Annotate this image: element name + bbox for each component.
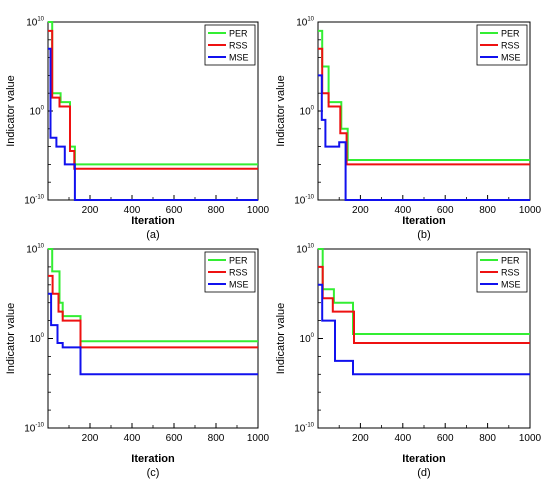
legend-label-mse: MSE — [229, 53, 249, 63]
chart-panel-b: 10-10 100 1010 200 400 600 800 1000 PER RSS MSE Ind… — [275, 17, 542, 242]
y-tick-label: 1010 — [296, 244, 314, 256]
legend-label-per: PER — [501, 29, 520, 39]
panel-label: (b) — [417, 229, 430, 241]
x-axis-title: Iteration — [131, 215, 175, 227]
series-line-rss — [48, 274, 258, 349]
series-line-rss — [318, 47, 530, 166]
panel-label: (d) — [417, 467, 430, 479]
y-axis-title: Indicator value — [5, 303, 17, 375]
y-tick-label: 1010 — [296, 17, 314, 29]
x-tick-label: 800 — [479, 205, 496, 216]
legend-label-rss: RSS — [229, 268, 248, 278]
legend-label-mse: MSE — [229, 280, 249, 290]
legend-label-rss: RSS — [229, 41, 248, 51]
x-axis-title: Iteration — [131, 453, 175, 465]
x-tick-label: 1000 — [247, 433, 270, 444]
panel-label: (a) — [146, 229, 159, 241]
y-tick-label: 1010 — [26, 244, 44, 256]
x-tick-label: 200 — [82, 205, 99, 216]
legend-label-per: PER — [229, 29, 248, 39]
legend: PER RSS MSE — [476, 251, 528, 293]
legend-label-per: PER — [229, 256, 248, 266]
y-tick-label: 10-10 — [294, 195, 314, 207]
legend: PER RSS MSE — [204, 251, 256, 293]
legend-label-per: PER — [501, 256, 520, 266]
x-tick-label: 1000 — [247, 205, 270, 216]
series-line-rss — [48, 29, 258, 170]
chart-panel-d: 10-10 100 1010 200 400 600 800 1000 PER RSS MSE Ind… — [275, 244, 542, 480]
y-tick-label: 100 — [300, 333, 315, 345]
legend-label-mse: MSE — [501, 280, 521, 290]
x-axis-title: Iteration — [402, 215, 446, 227]
y-tick-label: 100 — [300, 106, 315, 118]
series-line-mse — [48, 292, 258, 376]
y-tick-label: 100 — [30, 106, 45, 118]
x-axis-title: Iteration — [402, 453, 446, 465]
series-line-rss — [318, 265, 530, 344]
x-tick-label: 600 — [437, 205, 454, 216]
x-tick-label: 400 — [394, 433, 411, 444]
legend-label-mse: MSE — [501, 53, 521, 63]
x-tick-label: 600 — [437, 433, 454, 444]
chart-panel-c: 10-10 100 1010 200 400 600 800 1000 PER RSS MSE Ind… — [5, 244, 270, 480]
legend-label-rss: RSS — [501, 268, 520, 278]
y-tick-label: 10-10 — [24, 423, 44, 435]
legend: PER RSS MSE — [476, 24, 528, 66]
x-tick-label: 800 — [208, 433, 225, 444]
y-tick-label: 1010 — [26, 17, 44, 29]
y-tick-label: 10-10 — [294, 423, 314, 435]
x-tick-label: 400 — [124, 433, 141, 444]
y-axis-title: Indicator value — [275, 75, 287, 147]
x-tick-label: 800 — [208, 205, 225, 216]
y-axis-title: Indicator value — [275, 303, 287, 375]
x-tick-label: 200 — [352, 433, 369, 444]
series-line-mse — [318, 283, 530, 376]
series-line-mse — [318, 74, 530, 201]
x-tick-label: 1000 — [519, 433, 542, 444]
x-tick-label: 1000 — [519, 205, 542, 216]
x-tick-label: 400 — [394, 205, 411, 216]
legend: PER RSS MSE — [204, 24, 256, 66]
chart-panel-a: 10-10 100 1010 200 400 600 800 1000 PER RSS MSE Ind… — [5, 17, 270, 242]
series-line-mse — [48, 47, 258, 201]
y-tick-label: 100 — [30, 333, 45, 345]
y-tick-label: 10-10 — [24, 195, 44, 207]
x-tick-label: 200 — [82, 433, 99, 444]
x-tick-label: 600 — [166, 205, 183, 216]
legend-label-rss: RSS — [501, 41, 520, 51]
x-tick-label: 400 — [124, 205, 141, 216]
y-axis-title: Indicator value — [5, 75, 17, 147]
x-tick-label: 200 — [352, 205, 369, 216]
panel-label: (c) — [147, 467, 160, 479]
x-tick-label: 600 — [166, 433, 183, 444]
x-tick-label: 800 — [479, 433, 496, 444]
